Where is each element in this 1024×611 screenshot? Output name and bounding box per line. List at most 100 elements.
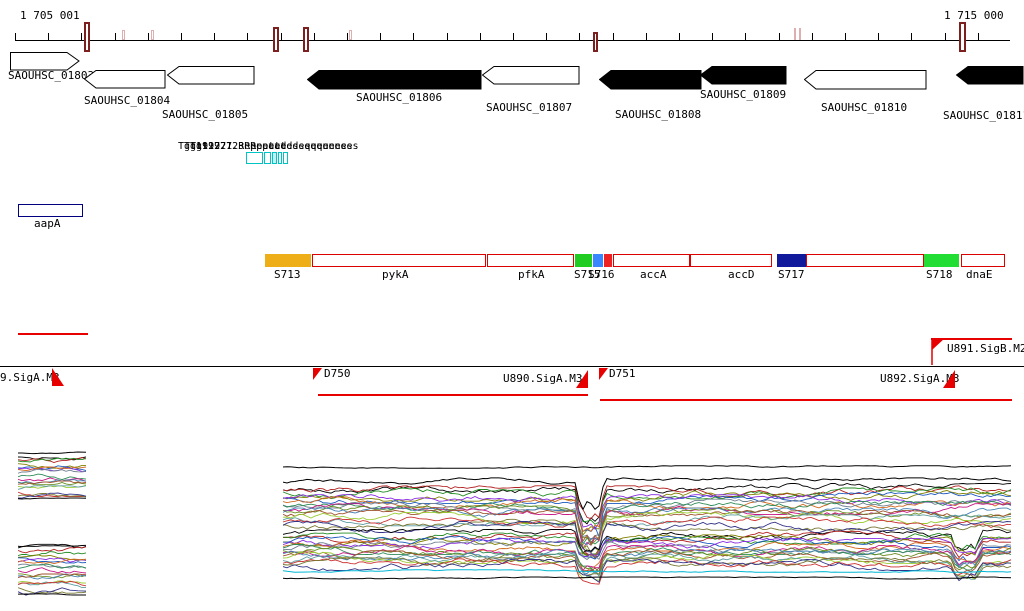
ruler-tick: [281, 33, 282, 40]
feature-dnaE[interactable]: [961, 254, 1005, 267]
gene-SAOUHSC_01805[interactable]: [167, 66, 255, 85]
feature-accA[interactable]: [613, 254, 690, 267]
repeat-box[interactable]: [283, 152, 288, 164]
expression-trace: [283, 465, 1012, 469]
ruler-feature[interactable]: [273, 27, 279, 52]
feature-label: aapA: [34, 217, 61, 230]
gene-SAOUHSC_01806[interactable]: [307, 70, 482, 90]
ruler-feature[interactable]: [349, 30, 352, 40]
promoter-flag-icon[interactable]: [313, 368, 322, 380]
expression-trace: [283, 492, 1012, 539]
feature-S717[interactable]: [777, 254, 806, 267]
expression-trace: [283, 557, 1012, 580]
ruler-tick: [712, 33, 713, 40]
ruler-tick: [546, 33, 547, 40]
feature-label: S715: [574, 268, 601, 281]
ruler-tick: [247, 33, 248, 40]
expression-trace: [18, 473, 87, 481]
expression-trace: [18, 573, 87, 579]
feature-segment[interactable]: [604, 254, 612, 267]
feature-S713[interactable]: [265, 254, 311, 267]
gene-arrow[interactable]: [700, 66, 787, 85]
expression-trace: [283, 558, 1012, 585]
ruler-feature[interactable]: [959, 22, 966, 52]
feature-aapA[interactable]: [18, 204, 83, 217]
promoter-label: D751: [609, 367, 636, 380]
feature-pykA[interactable]: [312, 254, 486, 267]
expression-trace: [18, 551, 87, 557]
gene-SAOUHSC_01810[interactable]: [804, 70, 927, 90]
expression-panel-left-upper[interactable]: [18, 449, 88, 506]
repeat-box[interactable]: [246, 152, 263, 164]
expression-trace: [283, 569, 1012, 573]
gene-label: SAOUHSC_01810: [821, 101, 908, 114]
feature-S715[interactable]: [575, 254, 592, 267]
gene-SAOUHSC_01807[interactable]: [482, 66, 580, 85]
ruler-feature[interactable]: [794, 28, 796, 40]
expression-trace: [18, 491, 86, 497]
feature-segment[interactable]: [806, 254, 924, 267]
transcript-line[interactable]: [18, 333, 88, 335]
ruler-feature[interactable]: [122, 30, 125, 40]
ruler-feature[interactable]: [151, 30, 154, 40]
feature-label: pfkA: [518, 268, 545, 281]
ruler-feature[interactable]: [303, 27, 309, 52]
ruler-feature[interactable]: [799, 28, 801, 40]
gene-label: SAOUHSC_01809: [700, 88, 787, 101]
expression-trace: [283, 543, 1012, 573]
ruler-tick: [15, 33, 16, 40]
gene-arrow[interactable]: [956, 66, 1024, 85]
repeat-box[interactable]: [278, 152, 282, 164]
expression-trace: [283, 507, 1012, 546]
repeat-label: Tgt1927.3 Repeated sequences: [190, 141, 359, 152]
gene-label: SAOUHSC_01804: [84, 94, 171, 107]
ruler-tick: [181, 33, 182, 40]
transcript-line[interactable]: [931, 338, 1012, 340]
expression-trace: [18, 457, 87, 463]
gene-SAOUHSC_01803[interactable]: [10, 52, 80, 71]
expression-trace: [18, 543, 87, 549]
repeat-box[interactable]: [272, 152, 277, 164]
expression-panel-left-lower[interactable]: [18, 542, 88, 598]
ruler-tick: [613, 33, 614, 40]
gene-arrow[interactable]: [804, 70, 927, 90]
gene-arrow[interactable]: [10, 52, 80, 71]
expression-trace: [283, 487, 1012, 525]
ruler-tick: [745, 33, 746, 40]
ruler-tick: [779, 33, 780, 40]
expression-trace: [18, 546, 87, 554]
gene-arrow[interactable]: [482, 66, 580, 85]
expression-trace: [283, 477, 1012, 511]
feature-accD[interactable]: [690, 254, 772, 267]
expression-trace: [283, 483, 1012, 525]
expression-trace: [18, 593, 86, 596]
repeat-box[interactable]: [264, 152, 271, 164]
gene-arrow[interactable]: [84, 70, 166, 89]
gene-SAOUHSC_01804[interactable]: [84, 70, 166, 89]
feature-pfkA[interactable]: [487, 254, 574, 267]
ruler-tick: [978, 33, 979, 40]
feature-label: S716: [588, 268, 615, 281]
expression-trace: [18, 451, 87, 455]
ruler-tick: [347, 33, 348, 40]
ruler-feature[interactable]: [84, 22, 90, 52]
expression-panel-main[interactable]: [283, 461, 1012, 588]
gene-arrow[interactable]: [167, 66, 255, 85]
feature-S716[interactable]: [593, 254, 603, 267]
gene-arrow[interactable]: [599, 70, 702, 90]
gene-arrow[interactable]: [307, 70, 482, 90]
feature-S718[interactable]: [924, 254, 959, 267]
expression-trace: [18, 544, 87, 548]
gene-SAOUHSC_01809[interactable]: [700, 66, 787, 85]
gene-SAOUHSC_01808[interactable]: [599, 70, 702, 90]
promoter-flag-icon[interactable]: [599, 368, 608, 380]
ruler-feature[interactable]: [593, 32, 598, 52]
gene-SAOUHSC_01811[interactable]: [956, 66, 1024, 85]
expression-trace: [283, 509, 1012, 545]
transcript-line[interactable]: [600, 399, 1012, 401]
feature-label: accA: [640, 268, 667, 281]
ruler-tick: [480, 33, 481, 40]
expression-trace: [18, 468, 87, 474]
transcript-line[interactable]: [318, 394, 588, 396]
expression-trace: [18, 456, 87, 461]
